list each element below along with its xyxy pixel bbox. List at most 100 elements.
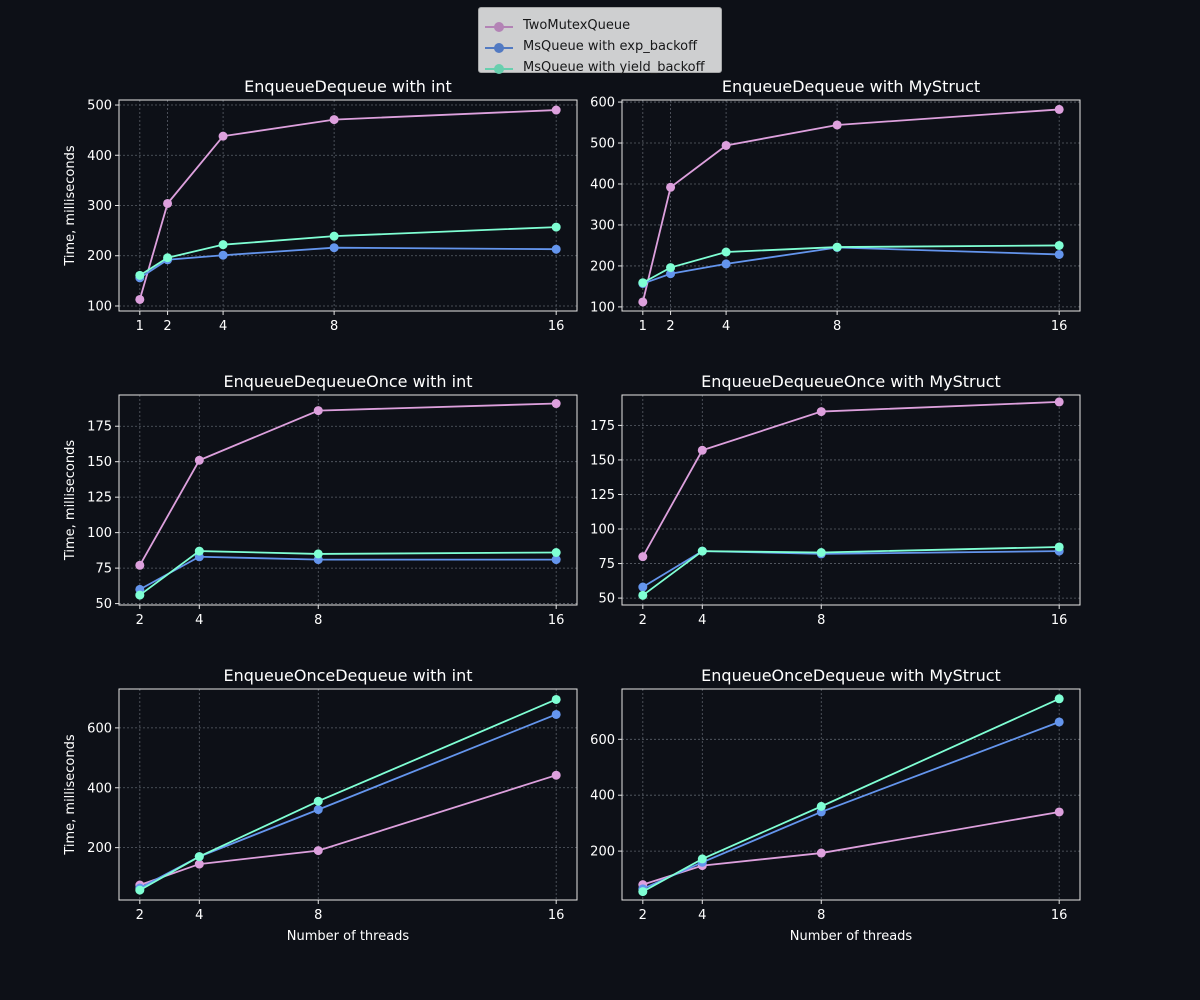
x-tick-label: 4 bbox=[195, 908, 203, 923]
x-tick-label: 2 bbox=[639, 908, 647, 923]
series-line bbox=[642, 546, 1060, 597]
y-axis-label: Time, milliseconds bbox=[63, 145, 78, 267]
series-line bbox=[139, 713, 557, 889]
data-point bbox=[638, 582, 648, 592]
series-line bbox=[642, 697, 1060, 893]
data-point bbox=[313, 406, 323, 416]
data-point bbox=[638, 297, 648, 307]
y-tick-label: 400 bbox=[590, 789, 615, 804]
x-tick-label: 1 bbox=[136, 319, 144, 334]
y-tick-label: 100 bbox=[590, 523, 615, 538]
x-tick-label: 16 bbox=[548, 908, 565, 923]
y-tick-label: 50 bbox=[598, 592, 615, 607]
y-tick-label: 500 bbox=[590, 137, 615, 152]
data-point bbox=[1054, 397, 1064, 407]
data-point bbox=[218, 250, 228, 260]
series-msqueue-with-yield-backoff bbox=[135, 546, 561, 600]
series-msqueue-with-yield-backoff bbox=[135, 222, 561, 280]
data-point bbox=[135, 294, 145, 304]
x-tick-label: 2 bbox=[666, 319, 674, 334]
legend-label: TwoMutexQueue bbox=[523, 18, 631, 33]
series-line bbox=[139, 550, 557, 596]
chart-title: EnqueueDequeueOnce with int bbox=[223, 372, 472, 391]
x-tick-label: 8 bbox=[833, 319, 841, 334]
y-tick-label: 200 bbox=[590, 259, 615, 274]
axes-frame bbox=[621, 394, 1081, 606]
x-tick-label: 4 bbox=[698, 908, 706, 923]
data-point bbox=[1054, 249, 1064, 259]
data-point bbox=[816, 801, 826, 811]
data-point bbox=[721, 259, 731, 269]
legend-marker-swatch bbox=[494, 22, 504, 32]
data-point bbox=[551, 694, 561, 704]
data-point bbox=[551, 555, 561, 565]
data-point bbox=[721, 140, 731, 150]
legend: TwoMutexQueue MsQueue with exp_backoff M… bbox=[478, 7, 722, 75]
data-point bbox=[551, 548, 561, 557]
series-line bbox=[139, 402, 557, 566]
y-tick-label: 75 bbox=[598, 557, 615, 572]
y-tick-label: 200 bbox=[590, 845, 615, 860]
data-point bbox=[194, 852, 204, 862]
chart-enqueuedequeue-with-int: 1 2 4 8 16 100 200 300 400 500 EnqueueDequeue with… bbox=[63, 77, 578, 334]
y-tick-label: 600 bbox=[590, 733, 615, 748]
series-msqueue-with-yield-backoff bbox=[135, 694, 561, 895]
data-point bbox=[218, 240, 228, 250]
y-tick-label: 125 bbox=[590, 488, 615, 503]
legend-label: MsQueue with exp_backoff bbox=[523, 39, 698, 54]
x-tick-label: 2 bbox=[136, 613, 144, 628]
y-tick-label: 75 bbox=[95, 562, 112, 577]
series-msqueue-with-yield-backoff bbox=[638, 542, 1064, 600]
legend-marker-swatch bbox=[494, 43, 504, 53]
y-tick-label: 600 bbox=[590, 96, 615, 111]
x-axis-label: Number of threads bbox=[287, 929, 410, 944]
data-point bbox=[697, 546, 707, 556]
axes-frame bbox=[118, 688, 578, 901]
series-line bbox=[642, 401, 1060, 558]
chart-enqueuedequeueonce-with-int: 2 4 8 16 50 75 100 125 150 175 EnqueueDequeueOnce … bbox=[63, 372, 578, 628]
chart-title: EnqueueOnceDequeue with MyStruct bbox=[701, 666, 1001, 685]
x-tick-label: 8 bbox=[817, 908, 825, 923]
data-point bbox=[551, 105, 561, 115]
data-point bbox=[1054, 104, 1064, 114]
data-point bbox=[1054, 717, 1064, 727]
data-point bbox=[163, 253, 173, 263]
data-point bbox=[697, 445, 707, 455]
data-point bbox=[1054, 240, 1064, 250]
y-axis-label: Time, milliseconds bbox=[63, 734, 78, 856]
y-tick-label: 200 bbox=[87, 841, 112, 856]
chart-enqueueoncedequeue-with-int: 2 4 8 16 200 400 600 EnqueueOnceDequeue with in… bbox=[63, 666, 578, 944]
y-tick-label: 125 bbox=[87, 491, 112, 506]
data-point bbox=[313, 846, 323, 856]
legend-label: MsQueue with yield_backoff bbox=[523, 60, 705, 75]
y-tick-label: 400 bbox=[87, 781, 112, 796]
y-tick-label: 300 bbox=[87, 199, 112, 214]
chart-title: EnqueueDequeue with MyStruct bbox=[722, 77, 980, 96]
y-tick-label: 300 bbox=[590, 218, 615, 233]
y-tick-label: 150 bbox=[590, 453, 615, 468]
data-point bbox=[721, 247, 731, 257]
data-point bbox=[816, 548, 826, 557]
y-tick-label: 400 bbox=[87, 149, 112, 164]
data-point bbox=[551, 222, 561, 232]
x-tick-label: 8 bbox=[817, 613, 825, 628]
data-point bbox=[551, 770, 561, 780]
x-tick-label: 4 bbox=[195, 613, 203, 628]
x-tick-label: 8 bbox=[314, 613, 322, 628]
x-tick-label: 2 bbox=[136, 908, 144, 923]
x-tick-label: 8 bbox=[314, 908, 322, 923]
y-tick-label: 50 bbox=[95, 597, 112, 612]
x-tick-label: 4 bbox=[219, 319, 227, 334]
chart-enqueuedequeue-with-mystruct: 1 2 4 8 16 100 200 300 400 500 600 EnqueueDequeue w… bbox=[590, 77, 1081, 334]
legend-item-ms-queue-exp-backoff: MsQueue with exp_backoff bbox=[479, 38, 719, 58]
data-point bbox=[638, 887, 648, 897]
data-point bbox=[832, 120, 842, 130]
chart-title: EnqueueDequeue with int bbox=[244, 77, 452, 96]
x-tick-label: 2 bbox=[163, 319, 171, 334]
series-msqueue-with-yield-backoff bbox=[638, 694, 1064, 897]
plot-area bbox=[622, 395, 1080, 605]
series-twomutexqueue bbox=[135, 105, 561, 304]
data-point bbox=[832, 242, 842, 252]
x-tick-label: 2 bbox=[639, 613, 647, 628]
data-point bbox=[816, 848, 826, 858]
